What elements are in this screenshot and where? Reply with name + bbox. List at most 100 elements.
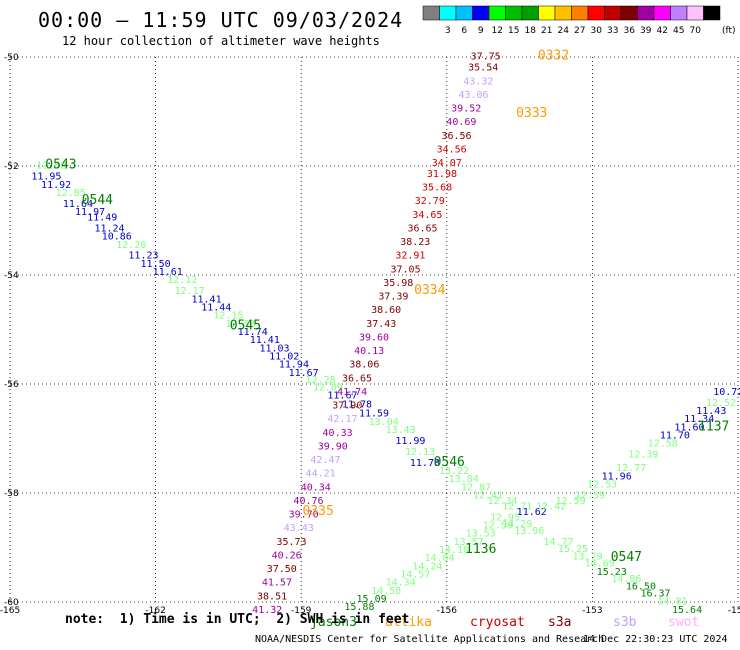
pass-time-label: 0332: [538, 49, 569, 64]
wave-height-label: 15.09: [357, 594, 387, 605]
pass-time-label: 0545: [230, 319, 261, 334]
wave-height-label: 10.72: [713, 387, 740, 398]
wave-height-label: 11.94: [279, 360, 309, 371]
pass-time-label: 0544: [82, 193, 113, 208]
wave-height-label: 11.67: [289, 368, 319, 379]
wave-height-label: 35.73: [276, 537, 306, 548]
wave-height-label: 11.50: [141, 259, 171, 270]
wave-height-label: 10.86: [102, 232, 132, 243]
wave-height-label: 12.53: [225, 319, 255, 330]
colorbar-label: 9: [478, 26, 484, 36]
legend-entry: altika: [385, 615, 432, 630]
wave-height-label: 12.87: [461, 482, 491, 493]
wave-height-label: 40.69: [446, 117, 476, 128]
wave-height-label: 13.84: [449, 474, 479, 485]
wave-height-label: 12.15: [213, 311, 243, 322]
wave-height-label: 14.10: [439, 545, 469, 556]
wave-height-label: 42.17: [327, 414, 357, 425]
wave-height-label: 38.60: [371, 305, 401, 316]
wave-height-label: 39.60: [359, 332, 389, 343]
colorbar-label: 21: [541, 26, 552, 36]
wave-height-label: 14.77: [543, 537, 573, 548]
wave-height-label: 12.42: [536, 501, 566, 512]
wave-height-label: 40.34: [301, 482, 331, 493]
wave-height-label: 34.65: [412, 210, 442, 221]
wave-height-label: 12.71: [502, 501, 532, 512]
legend-entry: swot: [668, 615, 699, 630]
wave-height-label: 40.26: [272, 550, 302, 561]
wave-height-label: 11.24: [94, 223, 124, 234]
colorbar-label: 45: [673, 26, 684, 36]
wave-height-label: 11.23: [128, 251, 158, 262]
wave-height-label: 11.03: [259, 343, 289, 354]
wave-height-label: 12.52: [706, 398, 736, 409]
wave-height-label: 36.65: [407, 223, 437, 234]
wave-height-label: 37.50: [267, 564, 297, 575]
wave-height-label: 12.95: [490, 512, 520, 523]
wave-height-label: 31.98: [427, 169, 457, 180]
wave-height-label: 13.22: [439, 466, 469, 477]
page-title: 00:00 – 11:59 UTC 09/03/2024: [38, 8, 404, 32]
colorbar-label: 18: [525, 26, 537, 36]
colorbar-label: 12: [492, 26, 503, 36]
pass-time-label: 0335: [303, 504, 334, 519]
y-tick-label: -60: [4, 598, 19, 608]
wave-height-label: 11.67: [327, 391, 357, 402]
wave-height-label: 11.34: [684, 414, 714, 425]
wave-height-label: 15.88: [344, 602, 374, 613]
wave-height-label: 15.64: [672, 605, 702, 616]
y-tick-label: -54: [4, 271, 19, 281]
wave-height-label: 11.43: [696, 406, 726, 417]
wave-height-label: 37.90: [332, 401, 362, 412]
wave-height-label: 43.43: [284, 523, 314, 534]
x-tick-label: -156: [437, 606, 458, 616]
y-tick-label: -56: [4, 380, 19, 390]
wave-height-label: 13.04: [369, 417, 399, 428]
x-tick-label: -165: [0, 606, 20, 616]
wave-height-label: 34.07: [432, 158, 462, 169]
wave-height-label: 41.57: [262, 578, 292, 589]
wave-height-label: 11.92: [41, 180, 71, 191]
color-scale-bar: 3 6 9 12 15 18 21 24 27 30 33 36 39 42 45 70 (ft): [422, 5, 736, 36]
wave-height-label: 16.37: [640, 589, 670, 600]
wave-height-label: 16.50: [626, 581, 656, 592]
wave-height-label: 35.54: [468, 63, 498, 74]
wave-height-label: 36.65: [342, 373, 372, 384]
wave-height-label: 11.64: [63, 199, 93, 210]
wave-height-label: 37.39: [378, 292, 408, 303]
wave-height-label: 11.59: [359, 409, 389, 420]
wave-height-label: 12.13: [405, 447, 435, 458]
colorbar-label: 39: [640, 26, 652, 36]
wave-height-label: 13.79: [572, 551, 602, 562]
colorbar-label: 27: [574, 26, 585, 36]
wave-height-label: 14.69: [585, 559, 615, 570]
colorbar-swatch: [703, 5, 721, 21]
colorbar-label: 15: [508, 26, 519, 36]
wave-height-label: 11.78: [342, 399, 372, 410]
colorbar-label: 33: [607, 26, 618, 36]
wave-height-label: 12.59: [483, 520, 513, 531]
wave-height-label: 37.43: [366, 319, 396, 330]
wave-height-label: 32.91: [395, 251, 425, 262]
legend-entry: s3a: [548, 615, 571, 630]
wave-height-label: 11.44: [201, 302, 231, 313]
legend-entry: s3b: [613, 615, 637, 630]
footer-note: note: 1) Time is in UTC; 2) SWH is in fe…: [65, 612, 410, 627]
wave-height-label: 39.52: [451, 104, 481, 115]
colorbar-label: 6: [461, 26, 467, 36]
colorbar-label: 70: [690, 26, 702, 36]
wave-height-label: 12.39: [628, 450, 658, 461]
wave-height-label: 40.33: [323, 428, 353, 439]
wave-height-label: 14.24: [412, 561, 442, 572]
wave-height-label: 38.06: [349, 360, 379, 371]
x-tick-label: -159: [291, 606, 312, 616]
wave-height-label: 34.56: [437, 144, 467, 155]
wave-height-label: 11.60: [674, 422, 704, 433]
wave-height-label: 12.58: [648, 439, 678, 450]
wave-height-label: 11.99: [395, 436, 425, 447]
wave-height-label: 12.59: [575, 490, 605, 501]
wave-height-label: 12.62: [36, 161, 66, 172]
page-subtitle: 12 hour collection of altimeter wave hei…: [62, 34, 380, 48]
wave-height-label: 39.90: [318, 441, 348, 452]
pass-time-label: 0334: [414, 283, 445, 298]
